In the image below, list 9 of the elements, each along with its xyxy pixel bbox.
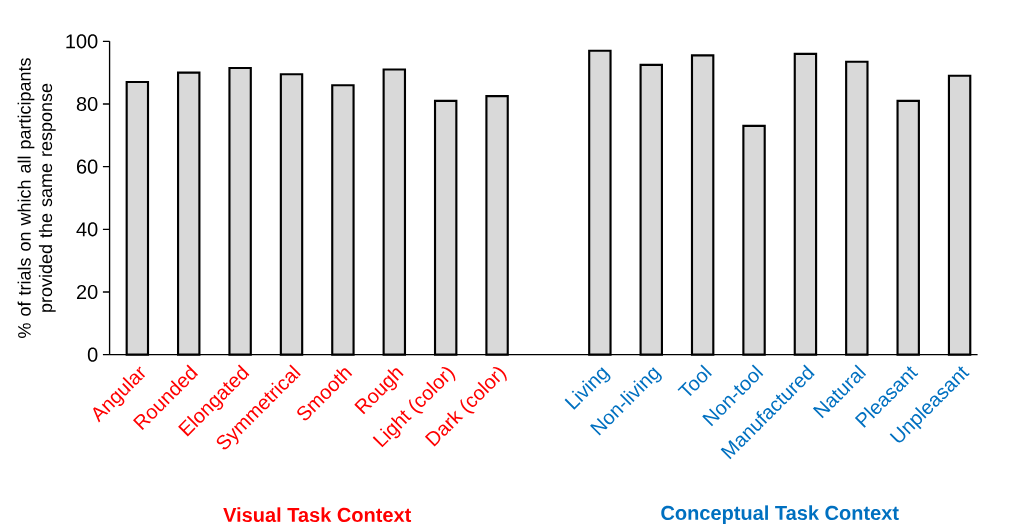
- text: Visual Task Context: [223, 507, 412, 523]
- text: Conceptual Task Context: [661, 505, 899, 525]
- y-tick-label: 60: [76, 159, 98, 174]
- y-tick-label: 0: [87, 347, 98, 362]
- y-tick-label: 100: [66, 34, 98, 49]
- y-tick-label: 80: [76, 97, 98, 112]
- y-tick-label: 20: [76, 285, 98, 300]
- y-axis-title: % of trials on which all participants provided the same response: [17, 58, 56, 339]
- y-tick-label: 40: [76, 222, 98, 237]
